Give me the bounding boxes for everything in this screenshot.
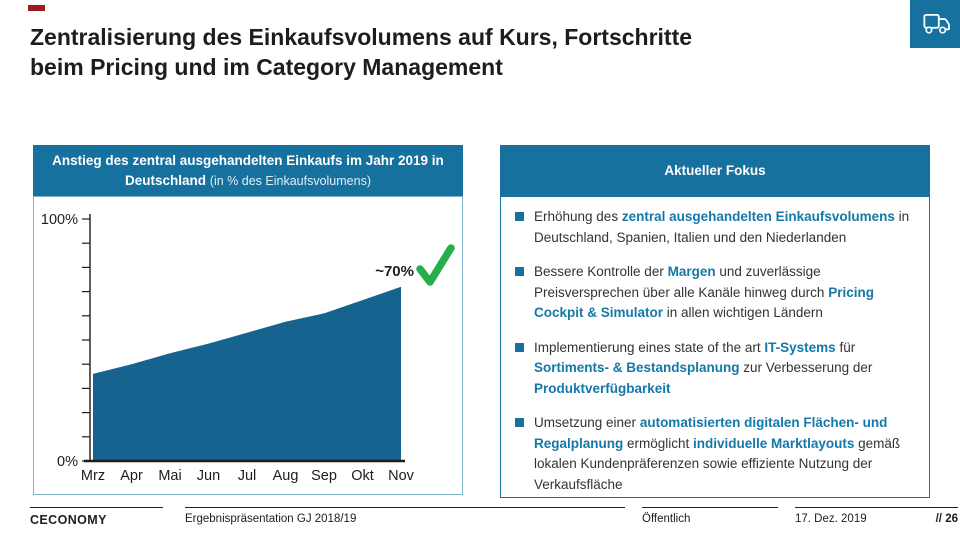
area-series (93, 286, 401, 461)
y-tick-label-0: 0% (57, 454, 78, 470)
x-tick-label: Sep (311, 468, 337, 484)
chart-panel-header: Anstieg des zentral ausgehandelten Einka… (33, 145, 463, 196)
chart-panel: Anstieg des zentral ausgehandelten Einka… (33, 145, 463, 495)
slide-title-line1: Zentralisierung des Einkaufsvolumens auf… (30, 24, 693, 50)
checkmark-icon (416, 244, 455, 286)
slide-title: Zentralisierung des Einkaufsvolumens auf… (30, 22, 810, 83)
x-tick-label: Aug (273, 468, 299, 484)
footer-classification: Öffentlich (642, 507, 778, 525)
footer-date-page: 17. Dez. 2019 // 26 (795, 507, 958, 525)
bullet-square-icon (515, 267, 524, 277)
footer-presentation-title: Ergebnispräsentation GJ 2018/19 (185, 507, 625, 525)
x-tick-label: Mai (158, 468, 181, 484)
focus-bullet-item: Implementierung eines state of the art I… (513, 338, 917, 400)
slide-title-line2: beim Pricing und im Category Management (30, 54, 503, 81)
x-tick-label: Nov (388, 468, 415, 484)
bullet-square-icon (515, 342, 524, 352)
focus-panel-title: Aktueller Fokus (664, 162, 766, 178)
truck-icon-box (910, 0, 960, 48)
chart-panel-title: Anstieg des zentral ausgehandelten Einka… (52, 152, 444, 188)
annotation-value-label: ~70% (375, 263, 414, 280)
top-left-red-dash (28, 5, 45, 11)
footer-date: 17. Dez. 2019 (795, 513, 867, 525)
chart-panel-subtitle: (in % des Einkaufsvolumens) (209, 173, 371, 188)
x-tick-label: Jun (197, 468, 220, 484)
truck-icon (923, 13, 950, 34)
x-tick-label: Mrz (81, 468, 105, 484)
focus-panel-header: Aktueller Fokus (500, 145, 930, 196)
bullet-text: Erhöhung des zentral ausgehandelten Eink… (534, 209, 910, 245)
focus-panel: Aktueller Fokus Erhöhung des zentral aus… (500, 145, 930, 498)
bullet-text: Bessere Kontrolle der Margen und zuverlä… (534, 264, 874, 321)
focus-bullet-item: Erhöhung des zentral ausgehandelten Eink… (513, 207, 917, 248)
x-tick-label: Okt (351, 468, 374, 484)
focus-bullet-list: Erhöhung des zentral ausgehandelten Eink… (500, 196, 930, 498)
chart-area-container: 100% 0% Mrz Apr Mai Jun Jul Aug Sep Okt Nov ~70% (33, 196, 463, 495)
focus-bullet-item: Umsetzung einer automatisierten digitale… (513, 413, 917, 495)
x-tick-label: Jul (238, 468, 257, 484)
footer-page-number: // 26 (935, 513, 958, 525)
area-chart: 100% 0%Mrz Apr Mai Jun Jul Aug Sep Okt Nov ~70% (41, 212, 455, 484)
footer-brand-logo: CECONOMY (30, 507, 163, 527)
bullet-square-icon (515, 212, 524, 221)
x-tick-label: Apr (120, 468, 143, 484)
bullet-square-icon (515, 418, 524, 428)
y-tick-label-100: 100% (41, 212, 78, 228)
focus-bullet-item: Bessere Kontrolle der Margen und zuverlä… (513, 262, 917, 324)
bullet-text: Implementierung eines state of the art I… (534, 339, 873, 396)
bullet-text: Umsetzung einer automatisierten digitale… (534, 415, 901, 492)
